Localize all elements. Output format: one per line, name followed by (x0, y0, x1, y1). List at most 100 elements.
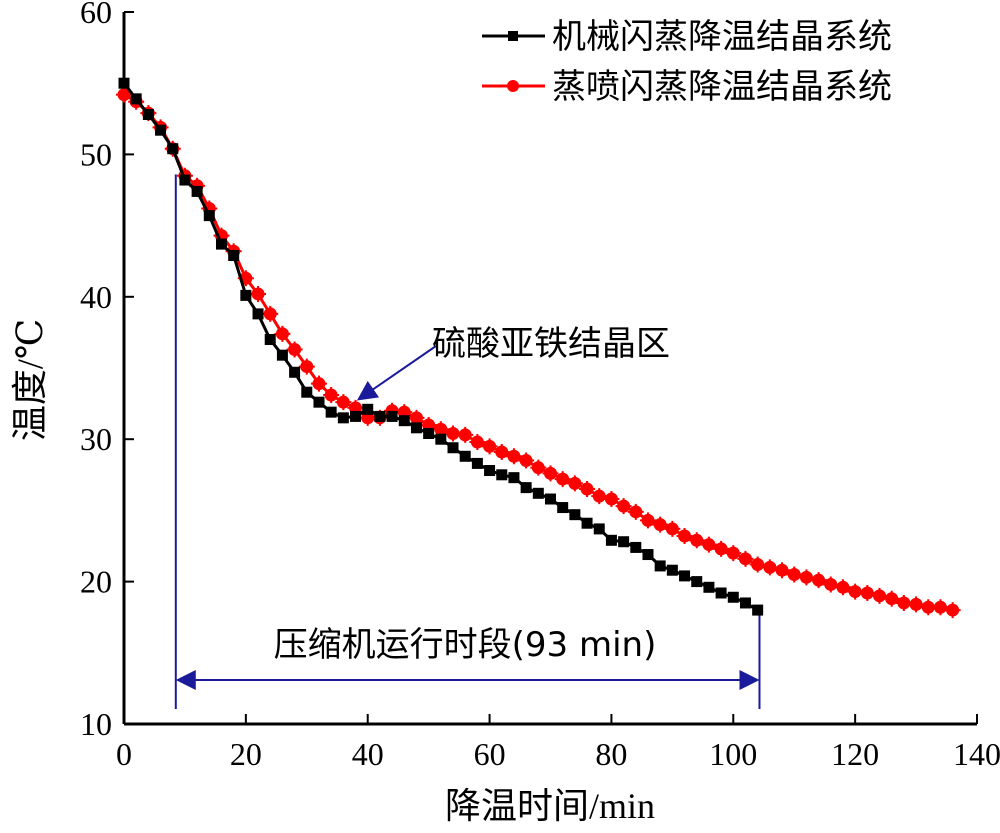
data-point (410, 422, 422, 434)
data-point (289, 366, 301, 378)
data-point-spikes (554, 471, 571, 488)
x-axis-title: 降温时间/min (445, 786, 655, 826)
data-point-spikes (615, 498, 632, 515)
data-point (459, 450, 471, 462)
y-ticks: 10 20 30 40 50 60 (80, 0, 134, 742)
data-point (593, 523, 605, 535)
data-point-spikes (116, 86, 132, 103)
x-tick-label: 40 (352, 736, 384, 772)
data-point (679, 570, 691, 582)
data-point-spikes (530, 459, 547, 476)
data-point-spikes (505, 448, 522, 465)
compressor-period-label: 压缩机运行时段(93 min) (274, 625, 657, 665)
data-point (545, 493, 556, 505)
data-point-spikes (944, 602, 961, 619)
data-point (142, 109, 154, 121)
legend-marker-mechanical (508, 31, 518, 41)
data-point (630, 541, 642, 553)
axes (122, 12, 977, 726)
data-point (508, 472, 520, 484)
data-point-spikes (627, 503, 644, 520)
y-tick-label: 10 (80, 706, 112, 742)
y-tick-label: 30 (80, 421, 112, 457)
data-point-spikes (871, 587, 888, 604)
data-point (642, 549, 654, 561)
data-point (484, 465, 496, 477)
data-point (691, 576, 703, 588)
data-point-spikes (274, 325, 291, 342)
x-tick-label: 60 (474, 736, 506, 772)
data-point (654, 560, 666, 572)
series-0 (118, 77, 764, 616)
x-tick-label: 20 (230, 736, 262, 772)
data-point (313, 396, 325, 408)
data-point (167, 143, 179, 155)
x-tick-label: 100 (709, 736, 757, 772)
data-point (386, 410, 398, 422)
data-point (118, 77, 130, 89)
data-point (203, 210, 215, 222)
crystal-zone-arrow (356, 345, 437, 401)
legend: 机械闪蒸降温结晶系统 蒸喷闪蒸降温结晶系统 (482, 17, 892, 107)
data-point (471, 457, 483, 469)
data-point-spikes (737, 550, 754, 567)
data-point (264, 334, 276, 346)
legend-item-steam: 蒸喷闪蒸降温结晶系统 (482, 67, 892, 107)
data-point-spikes (445, 425, 462, 442)
data-point (423, 428, 435, 440)
data-point (715, 587, 727, 599)
data-point (727, 591, 739, 603)
data-point (557, 502, 569, 514)
data-point-spikes (298, 358, 315, 375)
data-point (374, 410, 386, 422)
data-point-spikes (688, 532, 705, 549)
legend-marker-steam (507, 80, 519, 92)
data-point-spikes (713, 540, 730, 557)
data-point (666, 564, 678, 576)
crystal-zone-label: 硫酸亚铁结晶区 (432, 324, 670, 364)
data-point-spikes (761, 559, 778, 576)
data-point-spikes (798, 569, 815, 586)
annotations: 压缩机运行时段(93 min) 硫酸亚铁结晶区 (174, 174, 761, 709)
data-point-spikes (883, 590, 900, 607)
data-point (240, 289, 252, 301)
data-point (752, 604, 764, 616)
data-point-spikes (639, 512, 656, 529)
data-point (398, 415, 410, 427)
data-point-spikes (786, 566, 803, 583)
data-point-spikes (895, 594, 912, 611)
data-point (337, 412, 349, 424)
data-point (569, 509, 581, 521)
data-point (325, 406, 337, 418)
data-point (739, 597, 751, 609)
data-point-spikes (481, 438, 498, 455)
data-point-spikes (932, 599, 949, 616)
y-tick-label: 50 (80, 136, 112, 172)
y-axis-title: 温度/℃ (10, 319, 50, 441)
legend-label-mechanical: 机械闪蒸降温结晶系统 (552, 17, 892, 57)
x-tick-label: 80 (595, 736, 627, 772)
data-point (228, 250, 240, 262)
data-point-spikes (834, 579, 851, 596)
data-point (191, 185, 203, 197)
legend-item-mechanical: 机械闪蒸降温结晶系统 (482, 17, 892, 57)
data-point (130, 93, 142, 105)
data-point (276, 349, 288, 361)
x-tick-label: 140 (953, 736, 1000, 772)
data-point-spikes (700, 536, 717, 553)
x-tick-label: 120 (831, 736, 879, 772)
data-point-spikes (725, 545, 742, 562)
y-tick-label: 40 (80, 279, 112, 315)
x-tick-label: 0 (116, 736, 132, 772)
data-point-spikes (859, 584, 876, 601)
data-point-spikes (603, 491, 620, 508)
data-point (520, 482, 532, 494)
data-point-spikes (664, 520, 681, 537)
data-point-spikes (469, 434, 486, 451)
data-point-spikes (652, 516, 669, 533)
data-point-spikes (262, 305, 279, 322)
data-point (532, 487, 544, 499)
data-point-spikes (566, 475, 583, 492)
data-point-spikes (518, 452, 535, 469)
data-point (362, 403, 374, 415)
